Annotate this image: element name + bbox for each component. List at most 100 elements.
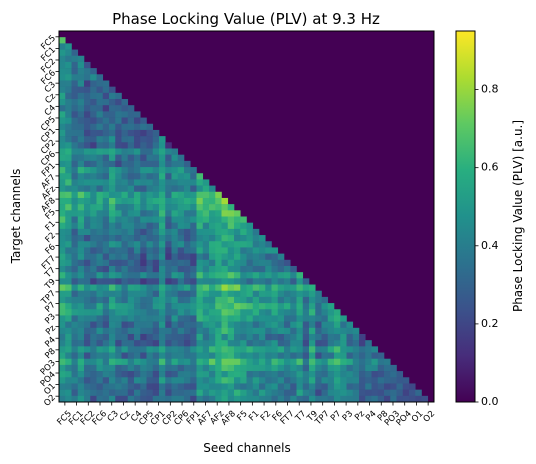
heatmap-cell (227, 210, 235, 217)
heatmap-cell (227, 352, 235, 360)
heatmap-cell (134, 303, 141, 310)
heatmap-cell (327, 364, 335, 372)
heatmap-cell (246, 352, 254, 360)
heatmap-cell (177, 259, 185, 267)
heatmap-cell (209, 265, 216, 273)
heatmap-cell (184, 259, 191, 267)
heatmap-cell (271, 383, 279, 390)
heatmap-cell (209, 333, 216, 341)
heatmap-cell (59, 389, 66, 397)
heatmap-cell (252, 364, 260, 372)
heatmap-cell (296, 371, 304, 378)
heatmap-cell (140, 216, 147, 223)
heatmap-cell (296, 333, 304, 341)
heatmap-cell (184, 290, 191, 298)
heatmap-cell (109, 228, 116, 236)
heatmap-cell (90, 167, 97, 174)
heatmap-cell (334, 389, 341, 397)
heatmap-cell (127, 204, 135, 211)
heatmap-cell (221, 352, 229, 360)
heatmap-cell (77, 253, 85, 261)
heatmap-cell (84, 123, 91, 131)
heatmap-cell (71, 185, 79, 193)
heatmap-cell (115, 241, 122, 248)
heatmap-cell (59, 160, 66, 168)
heatmap-cell (71, 333, 79, 341)
heatmap-cell (159, 309, 166, 316)
heatmap-cell (59, 278, 66, 285)
heatmap-cell (102, 86, 110, 94)
heatmap-cell (265, 284, 272, 291)
heatmap-cell (115, 117, 122, 125)
heatmap-cell (102, 303, 110, 310)
heatmap-cell (209, 222, 216, 230)
heatmap-cell (196, 346, 204, 353)
heatmap-cell (71, 346, 79, 353)
y-axis-ticks: FC5FC1FC2FC6C3CzC4CP5CP1CP2CP6FP1AF7AFzA… (39, 34, 59, 409)
heatmap-cell (140, 241, 147, 248)
heatmap-cell (71, 191, 79, 199)
heatmap-cell (171, 216, 179, 223)
heatmap-cell (77, 389, 85, 397)
heatmap-cell (290, 389, 297, 397)
heatmap-cell (290, 321, 297, 329)
heatmap-cell (202, 321, 210, 329)
heatmap-cell (171, 167, 179, 174)
heatmap-cell (84, 222, 91, 230)
heatmap-cell (115, 111, 122, 118)
heatmap-cell (65, 74, 72, 81)
heatmap-cell (127, 111, 135, 118)
heatmap-cell (77, 377, 85, 384)
heatmap-cell (190, 247, 197, 254)
heatmap-cell (96, 129, 104, 137)
heatmap-cell (240, 321, 247, 329)
heatmap-cell (96, 111, 104, 118)
heatmap-cell (65, 371, 72, 378)
heatmap-cell (302, 333, 310, 341)
heatmap-cell (65, 383, 72, 390)
heatmap-cell (184, 383, 191, 390)
y-tick-label: Pz (44, 323, 58, 337)
heatmap-cell (71, 265, 79, 273)
heatmap-cell (190, 340, 197, 347)
heatmap-cell (96, 309, 104, 316)
heatmap-cell (302, 352, 310, 360)
heatmap-cell (71, 136, 79, 143)
heatmap-cell (215, 333, 222, 341)
heatmap-cell (209, 315, 216, 322)
heatmap-cell (59, 154, 66, 162)
heatmap-cell (115, 129, 122, 137)
heatmap-cell (115, 296, 122, 304)
heatmap-cell (65, 86, 72, 94)
heatmap-cell (121, 253, 129, 261)
heatmap-cell (115, 284, 122, 291)
heatmap-cell (77, 80, 85, 87)
heatmap-cell (152, 327, 160, 335)
heatmap-cell (102, 167, 110, 174)
heatmap-cell (340, 352, 347, 360)
heatmap-cell (134, 377, 141, 384)
heatmap-cell (140, 142, 147, 149)
heatmap-cell (259, 340, 266, 347)
heatmap-cell (65, 117, 72, 125)
heatmap-cell (71, 49, 79, 57)
heatmap-cell (302, 377, 310, 384)
heatmap-cell (177, 210, 185, 217)
heatmap-cell (77, 105, 85, 112)
heatmap-cell (177, 309, 185, 316)
heatmap-cell (59, 253, 66, 261)
heatmap-cell (140, 364, 147, 372)
heatmap-cell (209, 247, 216, 254)
heatmap-cell (209, 358, 216, 366)
heatmap-cell (102, 290, 110, 298)
heatmap-cell (152, 278, 160, 285)
heatmap-cell (140, 358, 147, 366)
heatmap-cell (246, 228, 254, 236)
heatmap-cell (340, 383, 347, 390)
heatmap-cell (102, 389, 110, 397)
heatmap-cell (152, 364, 160, 372)
heatmap-cell (127, 123, 135, 131)
heatmap-cell (171, 259, 179, 267)
heatmap-cell (234, 333, 241, 341)
heatmap-cell (184, 247, 191, 254)
